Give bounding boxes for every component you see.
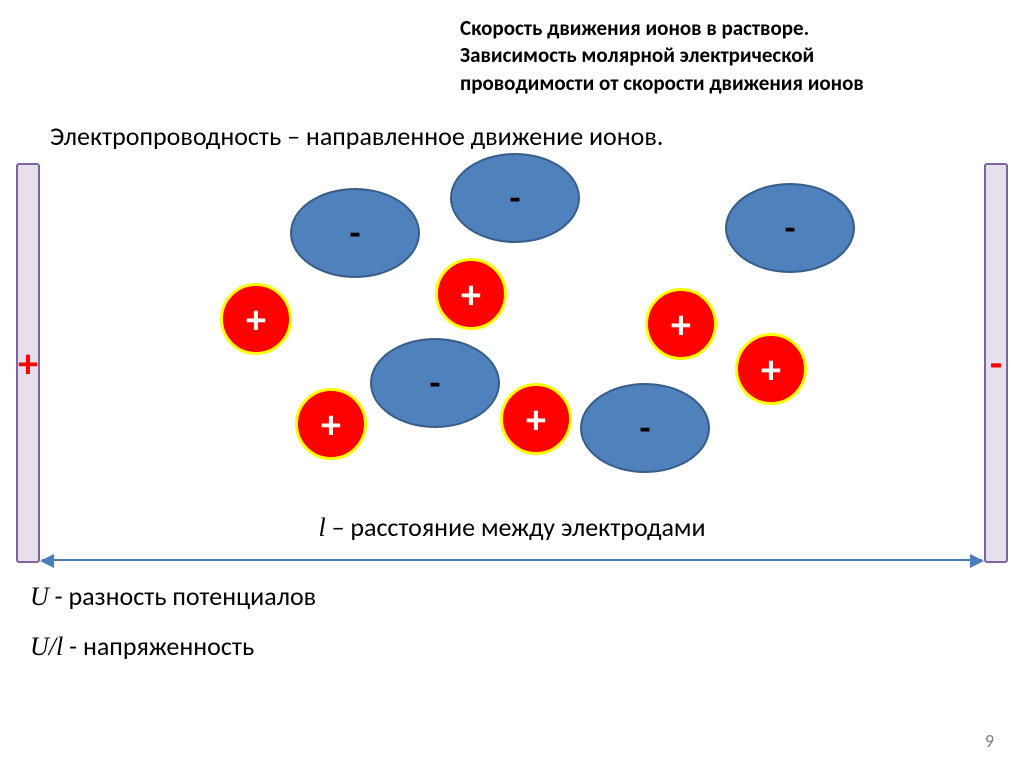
ul-text: - напряженность	[63, 630, 254, 662]
definitions: U - разность потенциалов U/l - напряженн…	[30, 580, 316, 680]
cation: +	[295, 388, 367, 460]
positive-sign: +	[16, 339, 40, 388]
anion: -	[450, 153, 580, 243]
distance-var: l	[318, 513, 325, 542]
distance-label: l – расстояние между электродами	[16, 511, 1008, 543]
subtitle-text: Электропроводность – направленное движен…	[50, 120, 663, 152]
ion-field: -----++++++	[40, 163, 984, 503]
negative-sign: -	[984, 339, 1008, 388]
u-var: U	[30, 582, 49, 611]
arrow-head-right	[970, 554, 984, 568]
distance-arrow-line	[42, 559, 982, 561]
title-line2: Зависимость молярной электрической	[460, 42, 984, 69]
electrode-negative: -	[984, 163, 1008, 563]
cation: +	[435, 258, 507, 330]
anion: -	[290, 188, 420, 278]
ul-var: U/l	[30, 632, 63, 661]
electrode-positive: +	[16, 163, 40, 563]
def-potential: U - разность потенциалов	[30, 580, 316, 612]
page-number: 9	[985, 730, 994, 752]
title-line1: Скорость движения ионов в растворе.	[460, 15, 984, 42]
distance-text: – расстояние между электродами	[326, 511, 706, 543]
cation: +	[645, 288, 717, 360]
arrow-head-left	[40, 554, 54, 568]
anion: -	[725, 183, 855, 273]
cation: +	[220, 283, 292, 355]
u-text: - разность потенциалов	[49, 580, 316, 612]
ion-diagram: + - -----++++++ l – расстояние между эле…	[16, 163, 1008, 563]
cation: +	[735, 333, 807, 405]
def-field: U/l - напряженность	[30, 630, 316, 662]
cation: +	[500, 383, 572, 455]
anion: -	[580, 383, 710, 473]
title-line3: проводимости от скорости движения ионов	[460, 70, 984, 97]
slide-title: Скорость движения ионов в растворе. Зави…	[460, 15, 984, 97]
anion: -	[370, 338, 500, 428]
